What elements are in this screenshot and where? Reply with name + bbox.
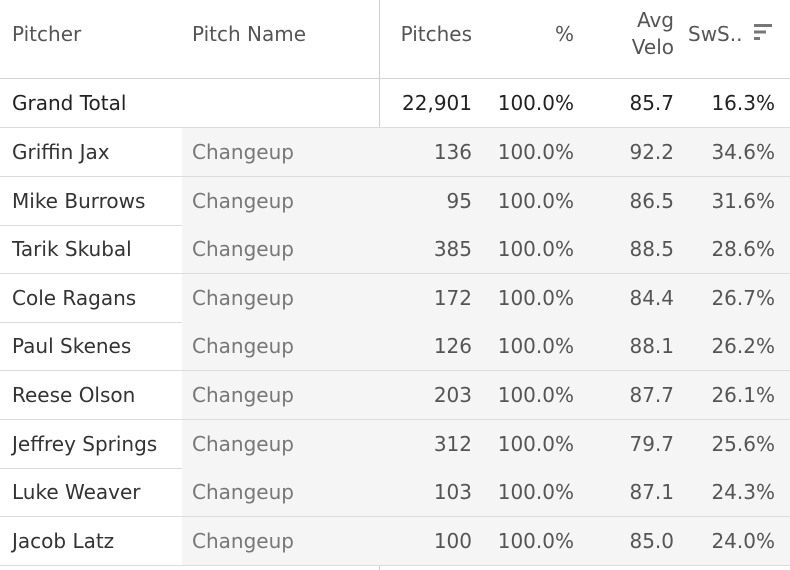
cell-sws: 26.7%: [711, 285, 775, 310]
cell-sws: 31.6%: [711, 188, 775, 213]
cell-pitch-name: Changeup: [192, 334, 294, 359]
table-header: Pitcher Pitch Name Pitches % Avg Velo Sw…: [0, 0, 790, 79]
cell-pitch-name: Changeup: [192, 188, 294, 213]
row-shade: [182, 176, 790, 225]
grand-total-avg-velo: 85.7: [629, 91, 674, 115]
row-shade: [182, 468, 790, 517]
cell-avg-velo: 86.5: [629, 188, 674, 213]
column-header-pitch-name[interactable]: Pitch Name: [192, 22, 307, 46]
cell-pitches: 100: [433, 528, 472, 553]
cell-pitches: 203: [433, 383, 472, 407]
grand-total-label: Grand Total: [12, 91, 127, 115]
cell-pitches: 172: [433, 285, 472, 310]
column-header-pitches[interactable]: Pitches: [400, 22, 472, 46]
table-row[interactable]: Cole Ragans Changeup 172 100.0% 84.4 26.7%: [0, 273, 790, 323]
row-shade: [182, 128, 790, 176]
cell-pct: 100.0%: [497, 480, 574, 505]
cell-avg-velo: 84.4: [629, 285, 674, 310]
cell-pct: 100.0%: [497, 237, 574, 262]
sort-descending-icon[interactable]: [752, 22, 774, 42]
cell-pct: 100.0%: [497, 431, 574, 456]
row-shade: [182, 273, 790, 322]
cell-pitch-name: Changeup: [192, 285, 294, 310]
cell-pitcher: Luke Weaver: [12, 480, 141, 505]
column-header-sws[interactable]: SwS..: [688, 22, 743, 46]
cell-pitches: 103: [433, 480, 472, 505]
cell-pct: 100.0%: [497, 528, 574, 553]
grand-total-pct: 100.0%: [497, 91, 574, 115]
table-row[interactable]: Reese Olson Changeup 203 100.0% 87.7 26.1%: [0, 371, 790, 420]
grand-total-pitches: 22,901: [402, 91, 472, 115]
grand-total-sws: 16.3%: [711, 91, 775, 115]
table-row[interactable]: Griffin Jax Changeup 136 100.0% 92.2 34.6%: [0, 128, 790, 177]
cell-pitches: 312: [433, 431, 472, 456]
cell-pitcher: Mike Burrows: [12, 188, 146, 213]
cell-pitcher: Jacob Latz: [12, 528, 115, 553]
cell-pitcher: Jeffrey Springs: [12, 431, 158, 456]
cell-pitches: 136: [433, 140, 472, 164]
cell-pitches: 126: [433, 334, 472, 359]
cell-sws: 26.1%: [711, 383, 775, 407]
row-shade: [182, 371, 790, 419]
cell-avg-velo: 85.0: [629, 528, 674, 553]
cell-pct: 100.0%: [497, 140, 574, 164]
cell-sws: 28.6%: [711, 237, 775, 262]
column-header-avg-velo-line1[interactable]: Avg: [636, 8, 674, 32]
cell-pitcher: Reese Olson: [12, 383, 136, 407]
table-row[interactable]: Paul Skenes Changeup 126 100.0% 88.1 26.2%: [0, 322, 790, 372]
cell-pitcher: Griffin Jax: [12, 140, 110, 164]
cell-pct: 100.0%: [497, 383, 574, 407]
cell-pitch-name: Changeup: [192, 431, 294, 456]
table-row[interactable]: Jacob Latz Changeup 100 100.0% 85.0 24.0%: [0, 516, 790, 566]
cell-pitches: 385: [433, 237, 472, 262]
cell-pct: 100.0%: [497, 334, 574, 359]
table-row[interactable]: Mike Burrows Changeup 95 100.0% 86.5 31.6%: [0, 176, 790, 226]
cell-sws: 26.2%: [711, 334, 775, 359]
cell-pitch-name: Changeup: [192, 237, 294, 262]
cell-pitcher: Cole Ragans: [12, 285, 137, 310]
cell-pitch-name: Changeup: [192, 383, 294, 407]
column-header-pitcher[interactable]: Pitcher: [12, 22, 82, 46]
cell-pitcher: Paul Skenes: [12, 334, 132, 359]
row-shade: [182, 419, 790, 468]
cell-avg-velo: 87.7: [629, 383, 674, 407]
cell-avg-velo: 87.1: [629, 480, 674, 505]
cell-pct: 100.0%: [497, 188, 574, 213]
cell-sws: 24.0%: [711, 528, 775, 553]
cell-pct: 100.0%: [497, 285, 574, 310]
cell-pitches: 95: [446, 188, 472, 213]
cell-pitch-name: Changeup: [192, 480, 294, 505]
cell-avg-velo: 88.5: [629, 237, 674, 262]
column-header-pct[interactable]: %: [554, 22, 574, 46]
row-shade: [182, 516, 790, 565]
cell-avg-velo: 92.2: [629, 140, 674, 164]
cell-pitch-name: Changeup: [192, 528, 294, 553]
cell-avg-velo: 79.7: [629, 431, 674, 456]
column-header-avg-velo-line2[interactable]: Velo: [631, 35, 674, 59]
row-shade: [182, 322, 790, 371]
cell-sws: 25.6%: [711, 431, 775, 456]
cell-pitcher: Tarik Skubal: [12, 237, 132, 262]
grand-total-row: Grand Total 22,901 100.0% 85.7 16.3%: [0, 79, 790, 128]
table-row[interactable]: Jeffrey Springs Changeup 312 100.0% 79.7 25.6…: [0, 419, 790, 469]
cell-avg-velo: 88.1: [629, 334, 674, 359]
table-row[interactable]: Tarik Skubal Changeup 385 100.0% 88.5 28.6%: [0, 225, 790, 275]
table-row[interactable]: Luke Weaver Changeup 103 100.0% 87.1 24.3%: [0, 468, 790, 518]
row-shade: [182, 225, 790, 274]
cell-sws: 24.3%: [711, 480, 775, 505]
cell-sws: 34.6%: [711, 140, 775, 164]
cell-pitch-name: Changeup: [192, 140, 294, 164]
